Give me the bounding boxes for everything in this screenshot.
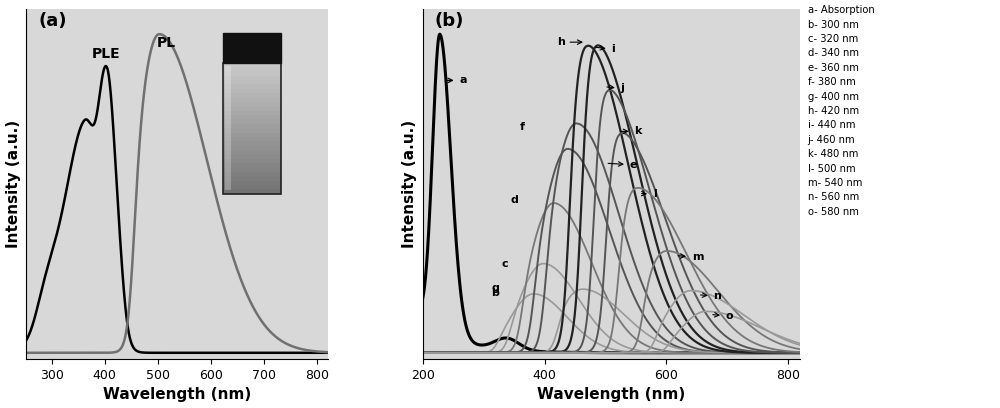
Text: k: k — [620, 126, 642, 136]
Text: o: o — [713, 311, 733, 321]
Text: h: h — [557, 37, 582, 47]
Text: PLE: PLE — [91, 47, 120, 61]
X-axis label: Wavelength (nm): Wavelength (nm) — [537, 388, 686, 402]
Text: a- Absorption
b- 300 nm
c- 320 nm
d- 340 nm
e- 360 nm
f- 380 nm
g- 400 nm
h- 420: a- Absorption b- 300 nm c- 320 nm d- 340… — [808, 5, 874, 217]
Text: b: b — [492, 288, 499, 298]
Text: f: f — [520, 122, 525, 132]
Text: (b): (b) — [434, 12, 464, 30]
Text: j: j — [607, 83, 624, 93]
Text: n: n — [701, 291, 721, 301]
Y-axis label: Intensity (a.u.): Intensity (a.u.) — [6, 120, 21, 248]
Y-axis label: Intensity (a.u.): Intensity (a.u.) — [402, 120, 417, 248]
Text: g: g — [492, 283, 499, 293]
Text: l: l — [641, 189, 657, 199]
Text: a: a — [446, 75, 467, 85]
Text: d: d — [510, 195, 518, 205]
Text: i: i — [596, 44, 615, 55]
X-axis label: Wavelength (nm): Wavelength (nm) — [103, 388, 251, 402]
Text: PL: PL — [156, 36, 175, 50]
Text: e: e — [608, 160, 637, 170]
Text: (a): (a) — [38, 12, 67, 30]
Text: m: m — [678, 252, 703, 262]
Text: c: c — [502, 259, 509, 269]
